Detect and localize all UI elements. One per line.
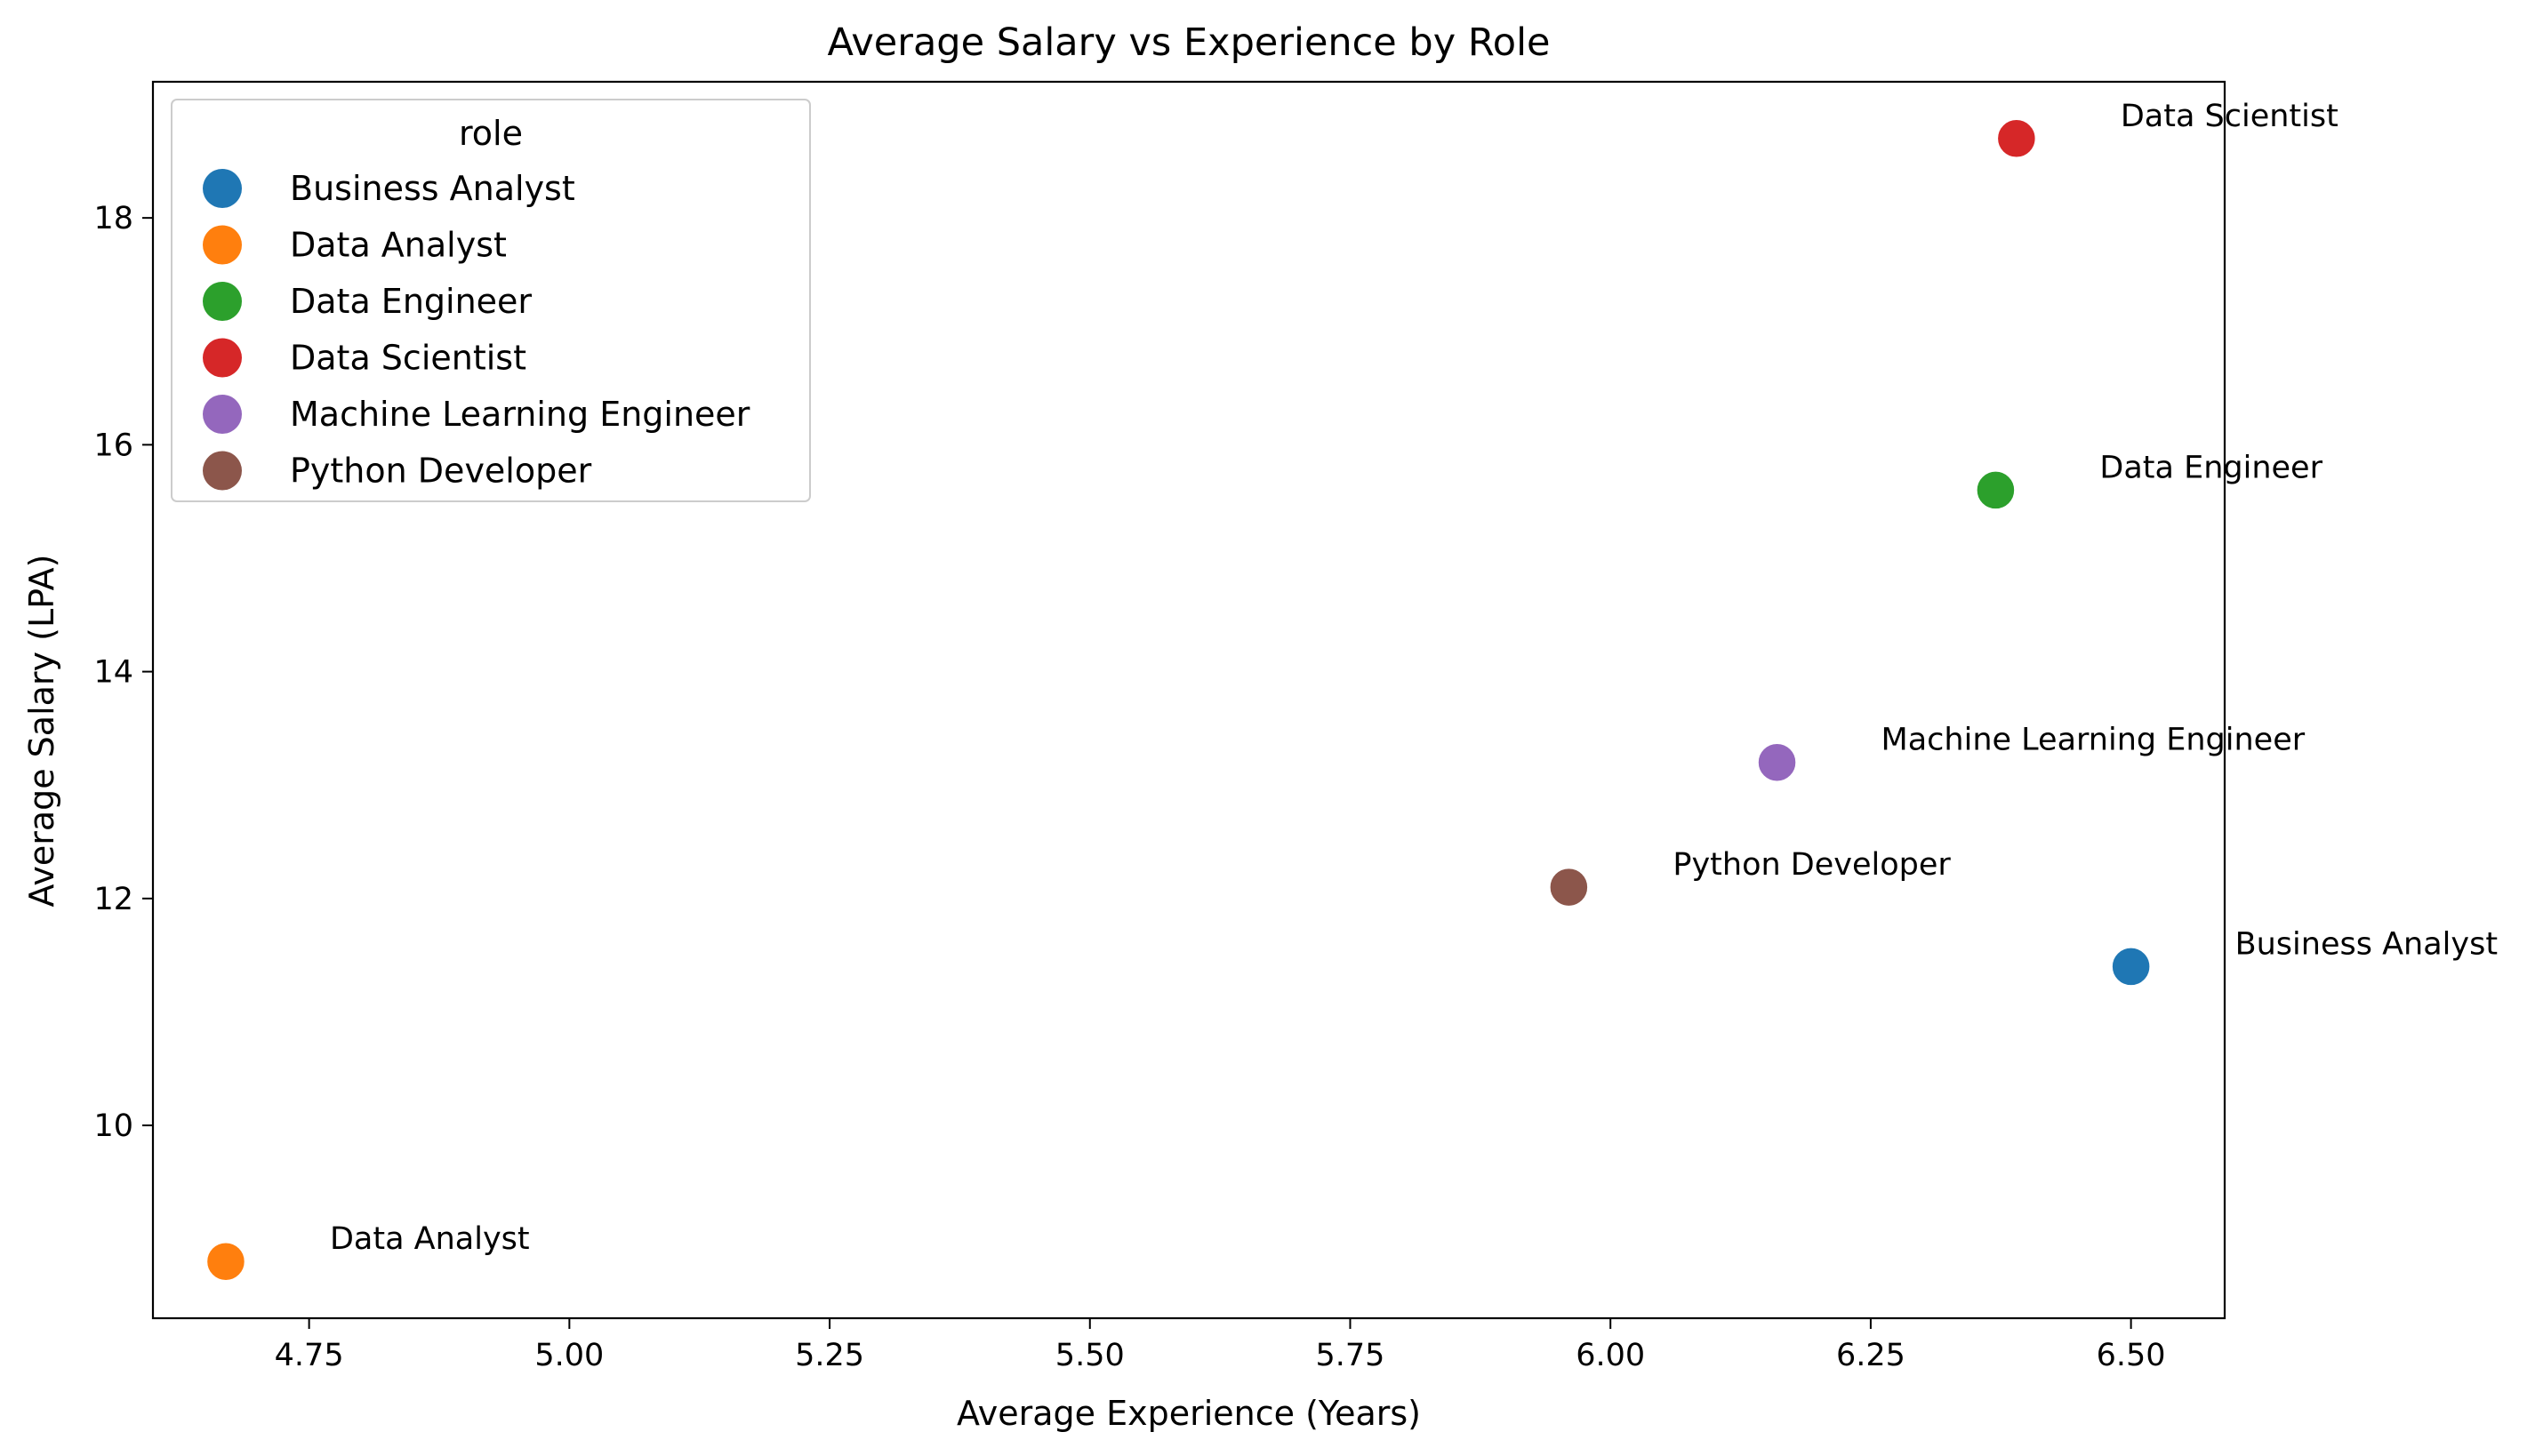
y-tick-label: 12 [93,882,133,917]
legend-entry: Data Analyst [290,226,507,265]
legend-marker [203,169,242,208]
legend-marker [203,282,242,321]
point-annotation: Python Developer [1673,847,1951,883]
legend-entry: Business Analyst [290,169,575,208]
data-point [1756,741,1798,783]
x-tick-label: 5.25 [795,1338,864,1373]
legend: role Business Analyst Data Analyst Data Eng… [171,99,811,502]
data-point [2110,946,2152,988]
x-tick-label: 5.50 [1055,1338,1125,1373]
legend-marker [203,338,242,378]
point-annotation: Data Analyst [330,1221,530,1257]
data-point [1975,469,2017,511]
legend-entry: Data Scientist [290,339,526,378]
y-tick-label: 18 [93,201,133,236]
legend-marker [203,225,242,265]
x-tick-label: 4.75 [275,1338,344,1373]
y-tick-label: 16 [93,428,133,463]
axes-frame [151,80,2226,1320]
point-annotation: Business Analyst [2235,926,2498,962]
plot-area: 4.75 5.00 5.25 5.50 5.75 6.00 6.25 6.50 10 12 14 16… [93,80,2498,1373]
x-tick-label: 5.75 [1316,1338,1385,1373]
x-tick-label: 6.50 [2097,1338,2166,1373]
y-axis-label: Average Salary (LPA) [22,555,61,908]
chart-title: Average Salary vs Experience by Role [827,20,1550,65]
legend-marker [203,451,242,491]
data-point [1995,117,2038,160]
y-tick-label: 14 [93,655,133,691]
x-tick-label: 6.00 [1576,1338,1645,1373]
data-point [205,1240,247,1283]
legend-marker [203,395,242,434]
y-tick-label: 10 [93,1108,133,1144]
x-tick-label: 6.25 [1836,1338,1905,1373]
data-point [1548,866,1590,908]
legend-entry: Machine Learning Engineer [290,395,750,434]
point-annotation: Machine Learning Engineer [1881,723,2306,758]
legend-entry: Python Developer [290,452,592,491]
point-annotation: Data Scientist [2121,99,2338,134]
legend-title: role [459,114,523,153]
legend-entry: Data Engineer [290,282,532,321]
legend-box [171,99,811,502]
x-tick-label: 5.00 [534,1338,604,1373]
point-annotation: Data Engineer [2099,450,2322,485]
x-axis-label: Average Experience (Years) [957,1394,1421,1433]
